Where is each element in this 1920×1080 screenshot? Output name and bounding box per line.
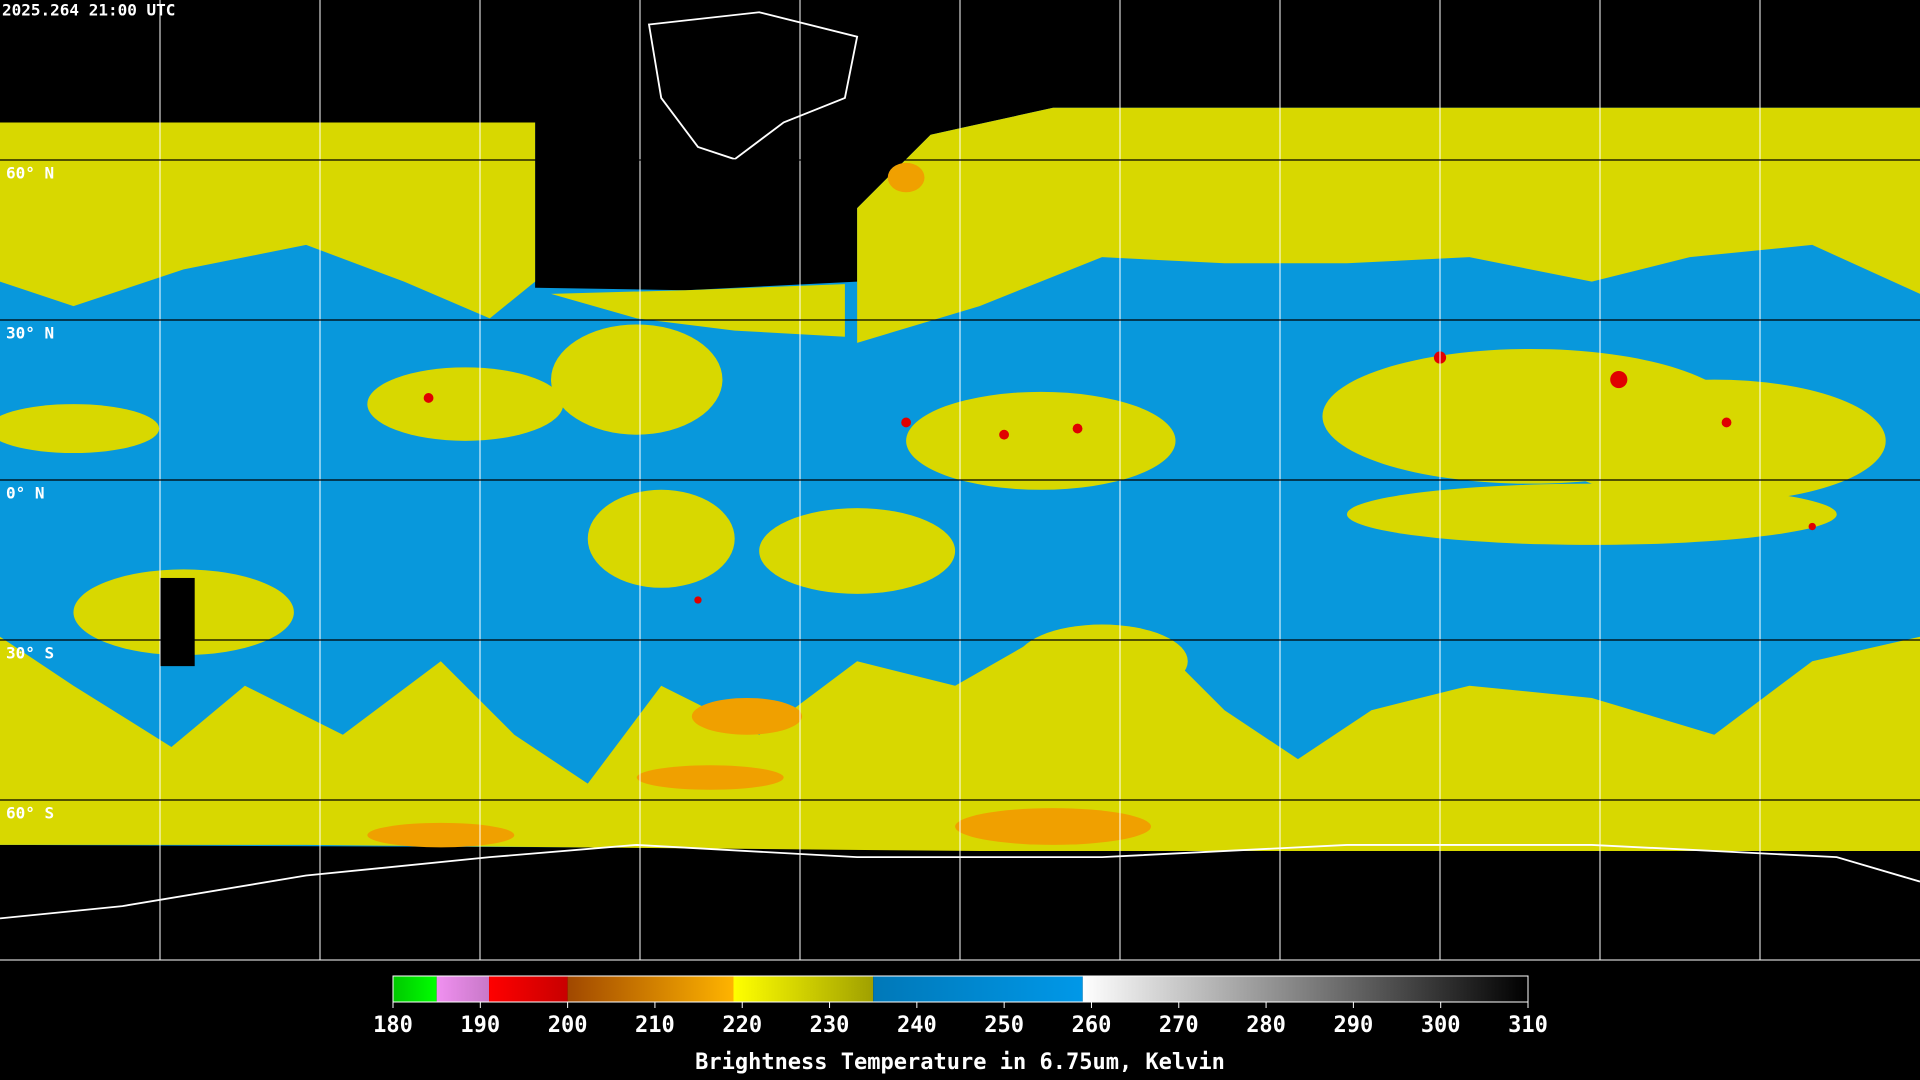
colorbar-segment: [733, 976, 874, 1002]
colorbar-tick-label: 250: [984, 1013, 1024, 1038]
colorbar-tick-label: 190: [460, 1013, 500, 1038]
colorbar-segment: [567, 976, 734, 1002]
lat-label: 60° S: [6, 804, 54, 823]
colorbar-tick-label: 210: [635, 1013, 675, 1038]
colorbar-segment: [1082, 976, 1528, 1002]
coastline: [0, 843, 1920, 920]
colorbar-tick-label: 290: [1334, 1013, 1374, 1038]
data-gap: [160, 577, 195, 667]
cold-zones: [367, 162, 1152, 848]
lat-label: 30° N: [6, 324, 54, 343]
colorbar-frame: [392, 975, 1529, 1003]
lat-label: 0° N: [6, 484, 45, 503]
colorbar-tick-label: 270: [1159, 1013, 1199, 1038]
colorbar-tick-label: 220: [722, 1013, 762, 1038]
colorbar-tick-label: 300: [1421, 1013, 1461, 1038]
colorbar-segment: [393, 976, 437, 1002]
colorbar-tick-label: 180: [373, 1013, 413, 1038]
lat-label: 60° N: [6, 164, 54, 183]
colorbar-tick-label: 310: [1508, 1013, 1548, 1038]
colorbar-segment: [873, 976, 1083, 1002]
convection: [423, 351, 1816, 604]
colorbar-segment: [489, 976, 568, 1002]
colorbar-tick-label: 260: [1072, 1013, 1112, 1038]
colorbar-label: Brightness Temperature in 6.75um, Kelvin: [695, 1050, 1225, 1075]
colorbar-tick-label: 200: [548, 1013, 588, 1038]
colorbar-tick-label: 240: [897, 1013, 937, 1038]
timestamp: 2025.264 21:00 UTC: [2, 1, 175, 20]
coastline: [647, 11, 859, 161]
lat-label: 30° S: [6, 644, 54, 663]
colorbar-tick-label: 230: [810, 1013, 850, 1038]
colorbar-tick-label: 280: [1246, 1013, 1286, 1038]
colorbar-segment: [436, 976, 490, 1002]
